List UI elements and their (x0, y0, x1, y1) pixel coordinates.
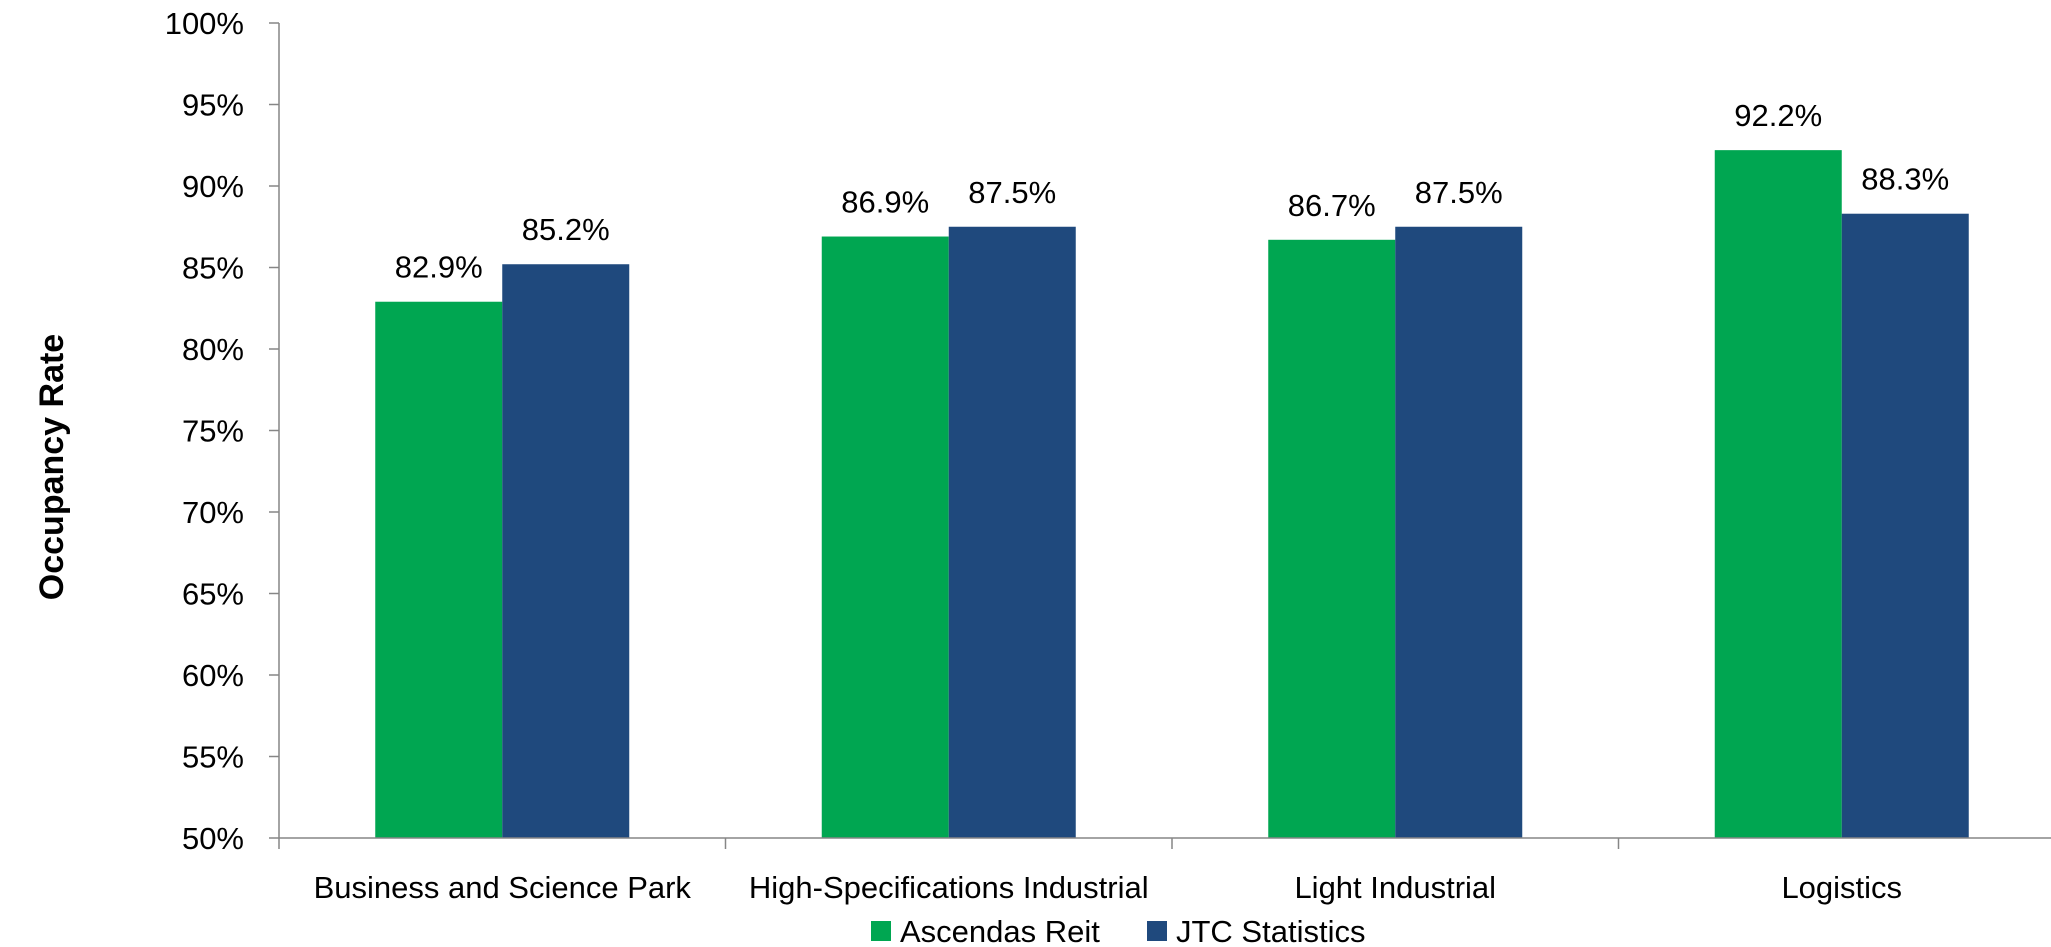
y-tick-label: 60% (182, 658, 244, 693)
data-label: 86.7% (1288, 188, 1376, 223)
y-tick-label: 100% (165, 6, 244, 41)
data-label: 85.2% (522, 212, 610, 247)
bar-jtc-statistics (948, 226, 1076, 838)
legend-swatch (1147, 921, 1167, 941)
y-tick-label: 50% (182, 821, 244, 856)
x-category-label: Logistics (1781, 870, 1902, 905)
bar-ascendas-reit (375, 301, 503, 839)
y-tick-label: 75% (182, 414, 244, 449)
bar-jtc-statistics (1841, 213, 1969, 838)
legend: Ascendas Reit JTC Statistics (871, 914, 1365, 947)
legend-label: Ascendas Reit (900, 914, 1100, 947)
category-labels: Business and Science Park High-Specificat… (314, 870, 1902, 905)
x-category-label: Light Industrial (1294, 870, 1496, 905)
data-label: 87.5% (968, 175, 1056, 210)
data-label: 88.3% (1861, 162, 1949, 197)
data-label: 87.5% (1415, 175, 1503, 210)
y-tick-label: 55% (182, 740, 244, 775)
y-tick-label: 85% (182, 251, 244, 286)
y-tick-label: 80% (182, 332, 244, 367)
x-category-label: High-Specifications Industrial (749, 870, 1149, 905)
bar-jtc-statistics (502, 264, 630, 838)
bar-ascendas-reit (821, 236, 949, 838)
bar-ascendas-reit (1714, 150, 1842, 838)
y-axis-title: Occupancy Rate (33, 334, 71, 600)
legend-swatch (871, 921, 891, 941)
axes (278, 23, 2051, 849)
data-label: 86.9% (841, 185, 929, 220)
y-tick-label: 95% (182, 88, 244, 123)
bars (375, 150, 1969, 839)
data-labels: 82.9% 85.2% 86.9% 87.5% 86.7% 87.5% 92.2% 88.3% (395, 98, 1949, 285)
bar-ascendas-reit (1268, 239, 1396, 839)
data-label: 92.2% (1734, 98, 1822, 133)
y-axis-ticks: 50% 55% 60% 65% 70% 75% 80% 85% 90% 95% 100% (165, 6, 279, 856)
y-tick-label: 70% (182, 495, 244, 530)
x-category-label: Business and Science Park (314, 870, 692, 905)
legend-label: JTC Statistics (1176, 914, 1365, 947)
data-label: 82.9% (395, 250, 483, 285)
bar-jtc-statistics (1395, 226, 1523, 838)
y-tick-label: 65% (182, 577, 244, 612)
y-tick-label: 90% (182, 169, 244, 204)
